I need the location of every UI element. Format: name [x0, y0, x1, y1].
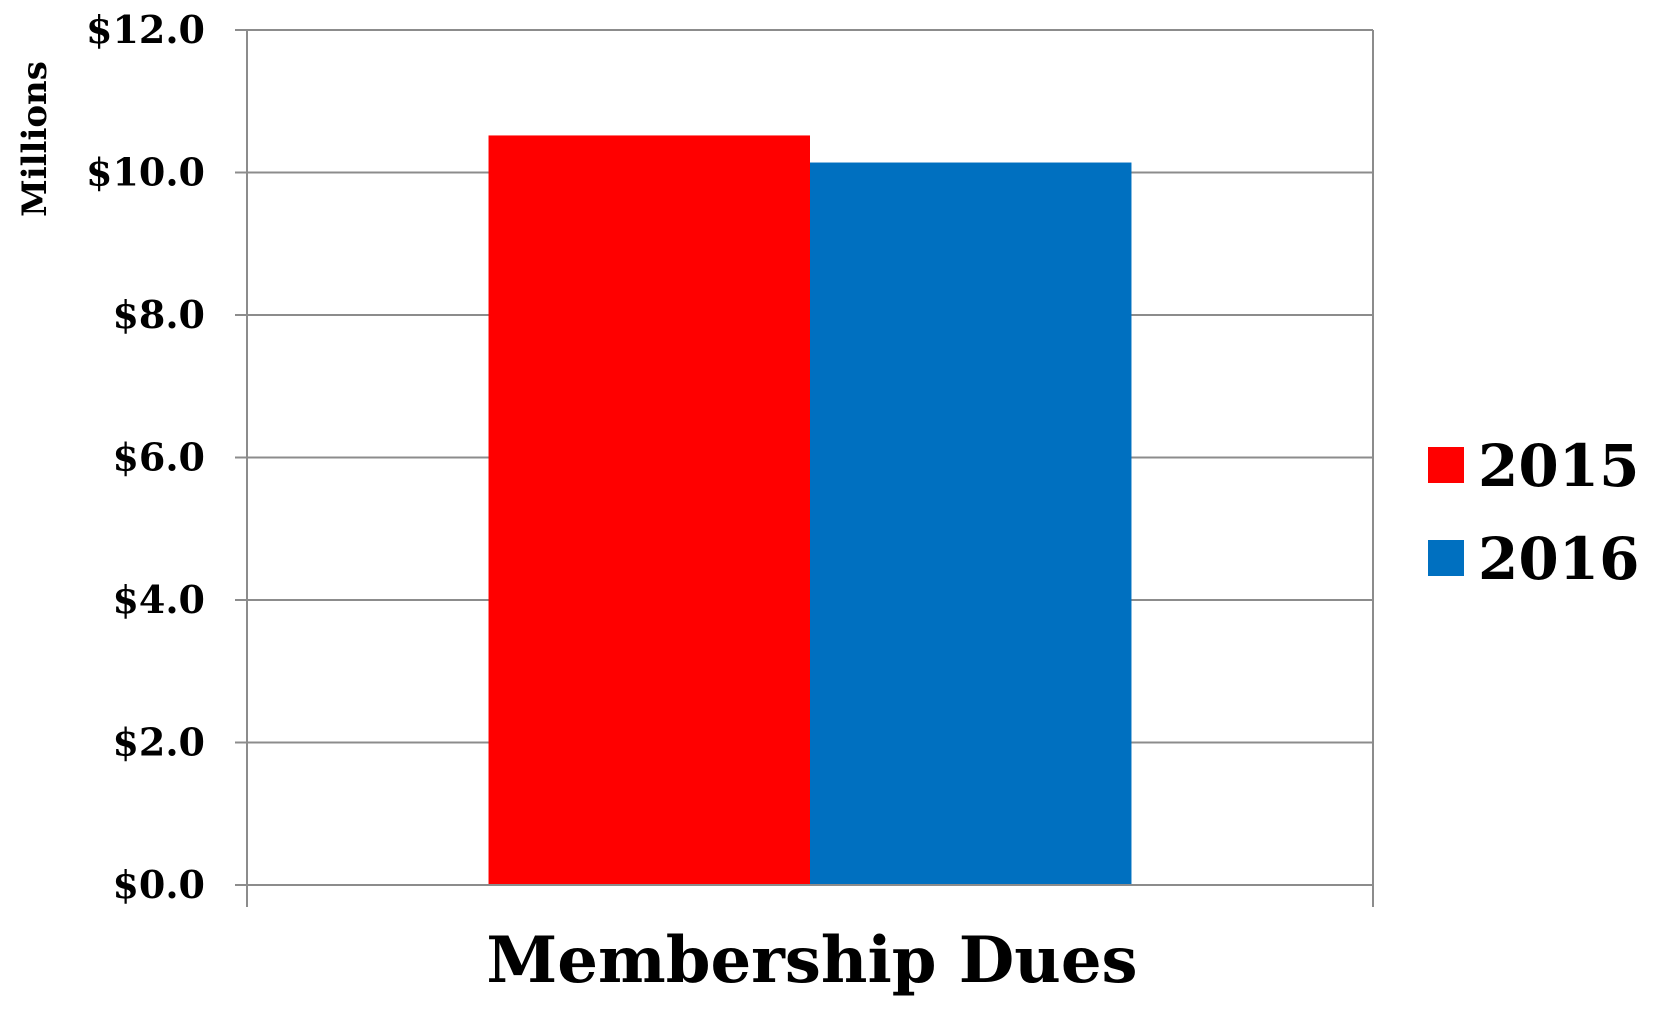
legend-label-2015: 2015: [1478, 432, 1639, 500]
y-tick-label: $2.0: [112, 720, 205, 765]
bar-2015: [488, 135, 810, 885]
y-tick-label: $6.0: [112, 435, 205, 480]
legend-label-2016: 2016: [1478, 525, 1639, 593]
axes: [246, 30, 1374, 907]
legend-swatch-2016: [1428, 540, 1464, 576]
y-tick-label: $4.0: [112, 577, 205, 622]
legend-swatch-2015: [1428, 447, 1464, 483]
bar-2016: [810, 162, 1132, 885]
y-tick-label: $10.0: [86, 150, 205, 195]
bars: [488, 135, 1132, 885]
category-label: Membership Dues: [486, 923, 1137, 998]
y-tick-label: $0.0: [112, 862, 205, 907]
y-tick-labels: $0.0 $2.0 $4.0 $6.0 $8.0 $10.0 $12.0: [86, 7, 205, 907]
y-tick-label: $12.0: [86, 7, 205, 52]
legend: 2015 2016: [1428, 432, 1639, 593]
y-axis-label: Millions: [15, 61, 55, 217]
y-tick-label: $8.0: [112, 292, 205, 337]
